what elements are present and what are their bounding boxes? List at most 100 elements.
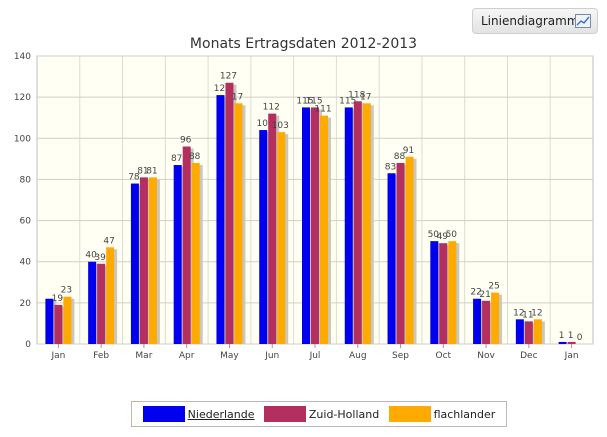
legend-item-flachlander[interactable]: flachlander (388, 406, 496, 422)
data-label: 115 (305, 96, 322, 106)
data-label: 1 (568, 331, 574, 341)
bar-zuid-holland (311, 107, 319, 344)
data-label: 12 (214, 84, 225, 94)
bar-niederlande (302, 107, 310, 344)
data-label: 10 (257, 119, 269, 129)
bar-flachlander (63, 296, 72, 344)
x-tick-label: Oct (436, 351, 452, 361)
bar-zuid-holland (567, 341, 576, 344)
y-tick-label: 120 (14, 93, 31, 103)
data-label: 50 (446, 230, 458, 240)
bar-niederlande (259, 130, 268, 344)
data-label: 115 (296, 96, 313, 106)
bar-flachlander (106, 247, 115, 344)
bar-zuid-holland (482, 300, 491, 344)
y-tick-label: 40 (20, 258, 32, 268)
x-tick-label: Dec (520, 351, 537, 361)
bar-flachlander (277, 132, 286, 344)
data-label: 83 (385, 162, 396, 172)
legend-swatch-niederlande (142, 406, 185, 422)
y-tick-label: 20 (20, 299, 32, 309)
bar-zuid-holland (439, 243, 448, 344)
data-label: 81 (137, 166, 148, 176)
data-label: 81 (146, 166, 157, 176)
bar-niederlande (88, 261, 97, 344)
bar-niederlande (130, 183, 139, 344)
data-label: 12 (531, 308, 542, 318)
legend-label-zuid-holland: Zuid-Holland (308, 407, 380, 421)
bar-flachlander (191, 162, 200, 344)
legend-item-zuid-holland[interactable]: Zuid-Holland (263, 406, 380, 422)
data-label: 0 (577, 333, 583, 343)
line-chart-toggle-button[interactable]: Liniendiagramm (472, 8, 598, 34)
data-label: 88 (189, 152, 201, 162)
bar-flachlander (448, 241, 457, 344)
bar-niederlande (45, 298, 54, 344)
data-label: 23 (61, 286, 72, 296)
data-label: 118 (348, 90, 365, 100)
line-chart-icon (575, 14, 591, 28)
bar-niederlande (344, 107, 353, 344)
data-label: 115 (339, 96, 356, 106)
legend-label-niederlande: Niederlande (187, 407, 255, 421)
data-label: 50 (428, 230, 440, 240)
bar-zuid-holland (54, 304, 63, 344)
x-tick-label: Sep (392, 351, 409, 361)
data-label: 19 (52, 294, 64, 304)
y-tick-label: 60 (20, 217, 32, 227)
x-tick-label: May (220, 351, 239, 361)
bar-chart: 0204060801001201401923Jan403947Feb788181… (14, 52, 594, 361)
legend-label-flachlander: flachlander (433, 407, 496, 421)
x-tick-label: Mar (135, 351, 152, 361)
bar-zuid-holland (268, 113, 277, 344)
bar-flachlander (362, 103, 371, 344)
chart-legend: Niederlande Zuid-Holland flachlander (131, 401, 507, 427)
bar-niederlande (558, 341, 567, 344)
x-tick-label: Jun (264, 351, 279, 361)
bar-flachlander (533, 319, 542, 344)
data-label: 103 (272, 121, 289, 131)
x-tick-label: Apr (179, 351, 195, 361)
bar-niederlande (515, 319, 524, 344)
data-label: 1 (559, 331, 565, 341)
bar-flachlander (320, 115, 328, 345)
bar-niederlande (173, 165, 182, 344)
data-label: 12 (513, 308, 524, 318)
bar-zuid-holland (524, 321, 533, 344)
y-tick-label: 140 (14, 52, 31, 62)
chart-title: Monats Ertragsdaten 2012-2013 (189, 36, 418, 52)
y-tick-label: 80 (20, 175, 32, 185)
x-tick-label: Nov (477, 351, 495, 361)
data-label: 112 (263, 103, 280, 113)
y-tick-label: 0 (25, 340, 31, 350)
data-label: 91 (403, 146, 414, 156)
data-label: 17 (232, 92, 243, 102)
y-tick-label: 100 (14, 134, 31, 144)
bar-zuid-holland (139, 177, 148, 344)
data-label: 11 (522, 310, 533, 320)
data-label: 111 (314, 105, 331, 115)
data-label: 47 (103, 236, 114, 246)
x-tick-label: Aug (349, 351, 367, 361)
bar-flachlander (491, 292, 500, 344)
bar-zuid-holland (225, 82, 234, 344)
bar-zuid-holland (182, 146, 191, 344)
bar-niederlande (387, 173, 396, 344)
data-label: 25 (488, 282, 499, 292)
bar-zuid-holland (97, 263, 106, 344)
bar-flachlander (234, 103, 243, 344)
bar-flachlander (148, 177, 157, 344)
data-label: 88 (394, 152, 406, 162)
bar-niederlande (216, 95, 225, 344)
legend-item-niederlande[interactable]: Niederlande (142, 406, 255, 422)
data-label: 39 (94, 253, 106, 263)
bar-flachlander (405, 156, 414, 344)
data-label: 78 (128, 173, 140, 183)
data-label: 17 (360, 92, 371, 102)
data-label: 87 (171, 154, 182, 164)
x-tick-label: Jan (50, 351, 65, 361)
data-label: 40 (85, 251, 97, 261)
data-label: 22 (470, 288, 481, 298)
data-label: 49 (437, 232, 449, 242)
x-tick-label: Feb (93, 351, 109, 361)
